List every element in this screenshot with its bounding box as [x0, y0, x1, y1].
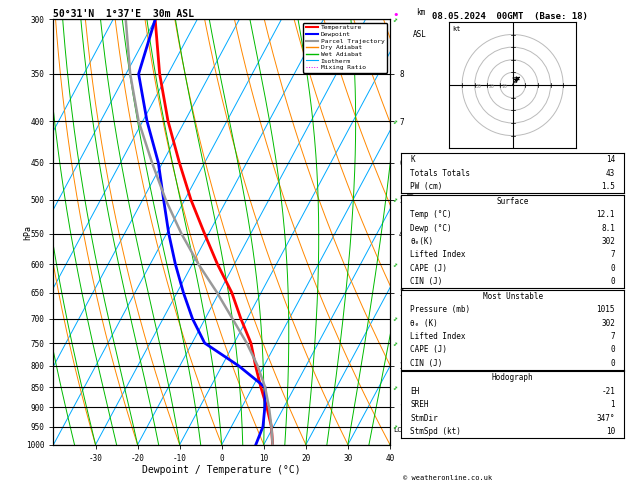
Text: Lifted Index: Lifted Index: [410, 250, 465, 260]
Text: ↔: ↔: [392, 261, 399, 268]
Text: ↔: ↔: [392, 196, 399, 203]
Text: 302: 302: [601, 237, 615, 246]
Text: CIN (J): CIN (J): [410, 277, 443, 286]
Text: Dewp (°C): Dewp (°C): [410, 224, 452, 233]
Text: 347°: 347°: [596, 414, 615, 423]
Text: Surface: Surface: [496, 197, 529, 206]
Text: 10: 10: [606, 427, 615, 436]
Text: 0: 0: [610, 277, 615, 286]
Text: Lifted Index: Lifted Index: [410, 332, 465, 341]
Text: 12.1: 12.1: [596, 210, 615, 219]
Text: EH: EH: [410, 387, 420, 396]
Text: 50°31'N  1°37'E  30m ASL: 50°31'N 1°37'E 30m ASL: [53, 9, 194, 18]
Text: Temp (°C): Temp (°C): [410, 210, 452, 219]
Text: Pressure (mb): Pressure (mb): [410, 305, 470, 314]
Text: hPa: hPa: [24, 225, 33, 240]
Text: 10: 10: [501, 84, 507, 89]
Text: Most Unstable: Most Unstable: [482, 292, 543, 301]
Text: 30: 30: [476, 84, 482, 89]
Text: ↔: ↔: [392, 118, 399, 124]
Text: θₑ (K): θₑ (K): [410, 318, 438, 328]
Text: 0: 0: [610, 359, 615, 368]
Text: kt: kt: [452, 26, 460, 32]
Text: 0: 0: [610, 345, 615, 354]
Text: 20: 20: [489, 84, 494, 89]
Text: LCL: LCL: [393, 427, 406, 434]
Text: 7: 7: [610, 250, 615, 260]
Text: StmSpd (kt): StmSpd (kt): [410, 427, 461, 436]
Text: StmDir: StmDir: [410, 414, 438, 423]
Text: CIN (J): CIN (J): [410, 359, 443, 368]
Text: Totals Totals: Totals Totals: [410, 169, 470, 178]
Text: 0: 0: [610, 263, 615, 273]
Text: 1: 1: [610, 400, 615, 409]
Text: ↔: ↔: [392, 423, 399, 430]
Text: PW (cm): PW (cm): [410, 182, 443, 191]
Text: © weatheronline.co.uk: © weatheronline.co.uk: [403, 475, 493, 481]
Text: ↔: ↔: [392, 315, 399, 322]
Text: 302: 302: [601, 318, 615, 328]
Text: θₑ(K): θₑ(K): [410, 237, 433, 246]
Text: 08.05.2024  00GMT  (Base: 18): 08.05.2024 00GMT (Base: 18): [431, 12, 587, 21]
Text: Hodograph: Hodograph: [492, 373, 533, 382]
X-axis label: Dewpoint / Temperature (°C): Dewpoint / Temperature (°C): [142, 466, 301, 475]
Y-axis label: Mixing Ratio (g/kg): Mixing Ratio (g/kg): [406, 188, 415, 276]
Text: ASL: ASL: [413, 30, 427, 39]
Text: 14: 14: [606, 155, 615, 164]
Text: km: km: [416, 8, 425, 17]
Text: 8.1: 8.1: [601, 224, 615, 233]
Text: K: K: [410, 155, 415, 164]
Text: 1.5: 1.5: [601, 182, 615, 191]
Text: CAPE (J): CAPE (J): [410, 263, 447, 273]
Text: SREH: SREH: [410, 400, 429, 409]
Text: ↔: ↔: [392, 16, 399, 23]
Text: ↔: ↔: [392, 340, 399, 347]
Text: 7: 7: [610, 332, 615, 341]
Text: CAPE (J): CAPE (J): [410, 345, 447, 354]
Legend: Temperature, Dewpoint, Parcel Trajectory, Dry Adiabat, Wet Adiabat, Isotherm, Mi: Temperature, Dewpoint, Parcel Trajectory…: [303, 22, 387, 73]
Text: 43: 43: [606, 169, 615, 178]
Text: •: •: [392, 10, 399, 19]
Text: 1015: 1015: [596, 305, 615, 314]
Text: ↔: ↔: [392, 384, 399, 391]
Text: -21: -21: [601, 387, 615, 396]
